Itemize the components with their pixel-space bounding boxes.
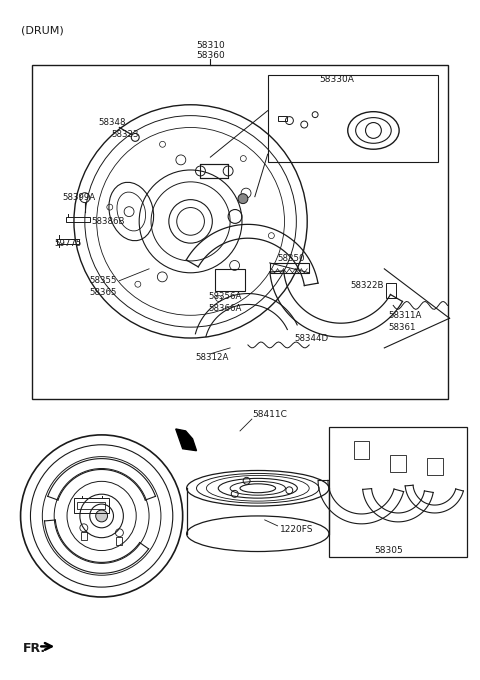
Circle shape — [96, 510, 108, 522]
Bar — [77, 502, 105, 509]
Bar — [74, 498, 108, 513]
Text: (DRUM): (DRUM) — [21, 26, 63, 35]
Polygon shape — [176, 429, 196, 451]
Bar — [57, 239, 79, 244]
Bar — [66, 218, 90, 222]
Text: 58386B: 58386B — [92, 217, 125, 226]
Text: 1220FS: 1220FS — [279, 525, 313, 534]
Text: 58361: 58361 — [388, 322, 416, 332]
Circle shape — [238, 194, 248, 203]
Text: 58310: 58310 — [196, 41, 225, 50]
Bar — [81, 532, 87, 540]
Bar — [216, 269, 245, 290]
Text: 58356A: 58356A — [208, 292, 242, 301]
Text: 58312A: 58312A — [195, 354, 229, 362]
Text: FR.: FR. — [23, 642, 46, 655]
Text: 59775: 59775 — [54, 239, 82, 248]
Bar — [117, 537, 122, 545]
Text: 58311A: 58311A — [388, 311, 421, 320]
Bar — [427, 458, 443, 475]
Text: 58348: 58348 — [99, 118, 126, 127]
Text: 58323: 58323 — [111, 130, 139, 139]
Bar — [354, 441, 370, 458]
Bar — [277, 116, 288, 120]
Text: 58355: 58355 — [90, 276, 117, 285]
Text: 58322B: 58322B — [351, 281, 384, 290]
Bar — [268, 75, 438, 162]
Bar — [201, 164, 228, 178]
Bar — [386, 283, 396, 299]
Text: 58305: 58305 — [374, 546, 403, 555]
Text: 58411C: 58411C — [252, 409, 287, 419]
Bar — [390, 455, 406, 473]
Text: 58399A: 58399A — [62, 193, 95, 202]
Text: 58366A: 58366A — [208, 304, 242, 313]
Text: 58365: 58365 — [90, 288, 117, 297]
Bar — [33, 65, 447, 399]
Text: 58344D: 58344D — [294, 333, 328, 343]
Text: 58360: 58360 — [196, 51, 225, 60]
Bar — [270, 263, 309, 273]
Text: 58350: 58350 — [277, 254, 305, 263]
Bar — [329, 427, 468, 558]
Text: 58330A: 58330A — [319, 75, 354, 84]
